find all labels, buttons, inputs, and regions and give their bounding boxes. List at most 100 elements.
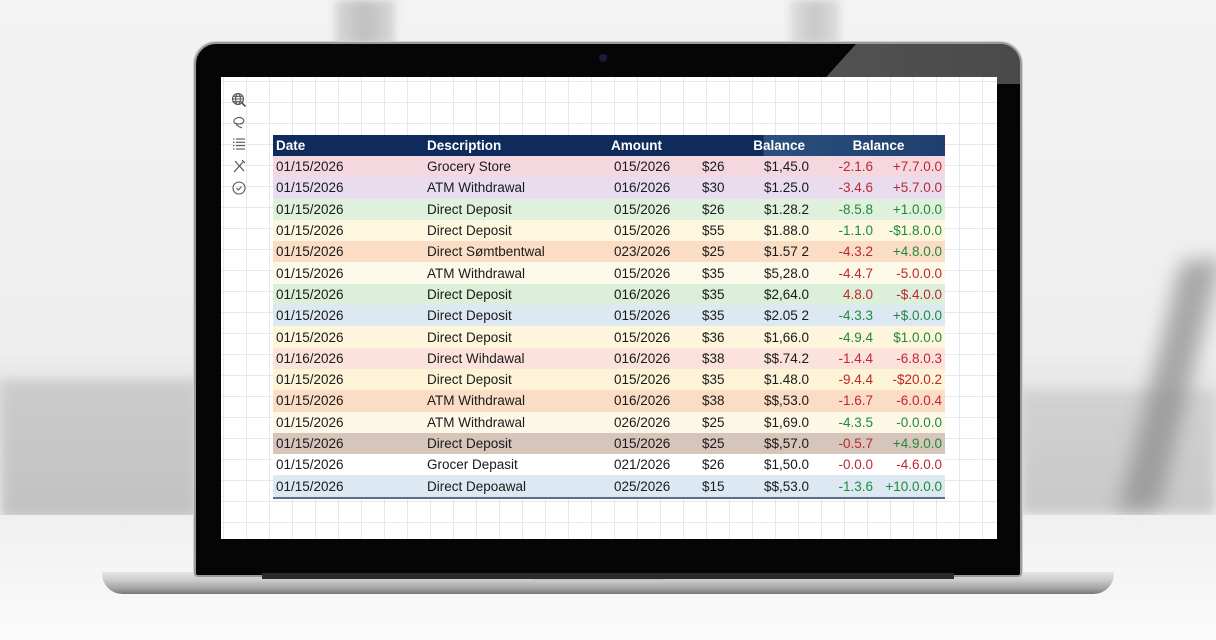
- table-row[interactable]: 01/15/2026 Grocer Depasit 021/2026 $26 $1,50…: [273, 454, 945, 476]
- cell-balance[interactable]: $1.25.0: [763, 180, 809, 196]
- cell-description[interactable]: ATM Withdrawal: [427, 393, 526, 409]
- cell-total[interactable]: -5.0.0.0: [896, 265, 942, 281]
- table-row[interactable]: 01/15/2026 Direct Deposit 015/2026 $25 $$,57…: [273, 432, 945, 455]
- cell-amount[interactable]: $55: [702, 223, 725, 239]
- cell-balance[interactable]: $5,28.0: [763, 265, 809, 281]
- cell-balance[interactable]: $1,66.0: [763, 329, 809, 345]
- cell-balance[interactable]: $$,53.0: [763, 478, 809, 494]
- cell-change[interactable]: -4.3.2: [838, 244, 873, 260]
- cell-amount[interactable]: $36: [702, 329, 725, 345]
- cell-amount[interactable]: $30: [702, 180, 725, 196]
- cell-description[interactable]: Grocery Store: [427, 159, 512, 175]
- cell-total[interactable]: +10.0.0.0: [885, 478, 942, 494]
- cell-amount[interactable]: $26: [702, 201, 725, 217]
- cell-date[interactable]: 01/15/2026: [276, 286, 344, 302]
- cell-description[interactable]: Direct Deposit: [427, 372, 512, 388]
- cell-balance[interactable]: $1,45.0: [763, 159, 809, 175]
- cell-reference[interactable]: 023/2026: [614, 244, 671, 260]
- cell-reference[interactable]: 016/2026: [614, 180, 671, 196]
- cell-date[interactable]: 01/15/2026: [276, 223, 344, 239]
- table-row[interactable]: 01/15/2026 Direct Sømtbentwal 023/2026 $25 $…: [273, 241, 945, 263]
- cell-balance[interactable]: $$,53.0: [763, 393, 809, 409]
- cell-change[interactable]: -1.4.4: [838, 350, 873, 366]
- cell-change[interactable]: -0.5.7: [838, 436, 873, 451]
- cell-amount[interactable]: $15: [702, 478, 725, 494]
- cell-balance[interactable]: $1.48.0: [763, 372, 809, 388]
- cell-date[interactable]: 01/15/2026: [276, 329, 344, 345]
- cell-reference[interactable]: 015/2026: [614, 308, 671, 324]
- col-header-description[interactable]: Description: [427, 138, 502, 153]
- table-row[interactable]: 01/15/2026 ATM Withdrawal 016/2026 $30 $1.25…: [273, 177, 945, 199]
- cell-change[interactable]: -1.1.0: [838, 223, 873, 239]
- cell-change[interactable]: -9.4.4: [838, 372, 873, 388]
- cell-total[interactable]: +1.0.0.0: [892, 201, 942, 217]
- cell-change[interactable]: 4.8.0: [842, 286, 873, 302]
- cell-change[interactable]: -3.4.6: [838, 180, 873, 196]
- cell-change[interactable]: -0.0.0: [838, 457, 873, 473]
- cell-reference[interactable]: 025/2026: [614, 478, 671, 494]
- table-row[interactable]: 01/15/2026 Direct Deposit 015/2026 $35 $1.48…: [273, 368, 945, 391]
- tool-history[interactable]: [229, 179, 249, 197]
- cell-total[interactable]: -6.8.0.3: [896, 350, 942, 366]
- cell-description[interactable]: Direct Deposit: [427, 436, 512, 451]
- cell-reference[interactable]: 015/2026: [614, 372, 671, 388]
- cell-total[interactable]: $1.0.0.0: [893, 329, 942, 345]
- cell-balance[interactable]: $1.88.0: [763, 223, 809, 239]
- cell-change[interactable]: -4.3.5: [838, 414, 873, 430]
- cell-description[interactable]: Direct Sømtbentwal: [427, 244, 545, 260]
- cell-reference[interactable]: 026/2026: [614, 414, 671, 430]
- cell-description[interactable]: Direct Deposit: [427, 223, 512, 239]
- table-row[interactable]: 01/15/2026 Direct Deposit 015/2026 $55 $1.88…: [273, 219, 945, 242]
- cell-date[interactable]: 01/15/2026: [276, 372, 344, 388]
- cell-date[interactable]: 01/15/2026: [276, 180, 344, 196]
- cell-balance[interactable]: $$,57.0: [763, 436, 809, 451]
- cell-total[interactable]: +4.8.0.0: [892, 244, 942, 260]
- cell-reference[interactable]: 015/2026: [614, 329, 671, 345]
- table-row[interactable]: 01/15/2026 ATM Withdrawal 015/2026 $35 $5,28…: [273, 262, 945, 284]
- cell-total[interactable]: +$.0.0.0: [892, 308, 942, 324]
- cell-description[interactable]: Direct Deposit: [427, 286, 512, 302]
- cell-date[interactable]: 01/15/2026: [276, 436, 344, 451]
- table-row[interactable]: 01/15/2026 ATM Withdrawal 016/2026 $38 $$,53…: [273, 390, 945, 412]
- cell-total[interactable]: -0.0.0.0: [896, 414, 942, 430]
- table-row[interactable]: 01/15/2026 Direct Depoawal 025/2026 $15 $$,5…: [273, 475, 945, 497]
- cell-total[interactable]: -6.0.0.4: [896, 393, 942, 409]
- cell-date[interactable]: 01/15/2026: [276, 393, 344, 409]
- table-row[interactable]: 01/15/2026 ATM Withdrawal 026/2026 $25 $1,69…: [273, 411, 945, 433]
- cell-date[interactable]: 01/15/2026: [276, 244, 344, 260]
- cell-amount[interactable]: $38: [702, 350, 725, 366]
- cell-date[interactable]: 01/15/2026: [276, 308, 344, 324]
- col-header-balance[interactable]: Balance: [753, 138, 805, 153]
- table-row[interactable]: 01/16/2026 Direct Wihdawal 016/2026 $38 $$.7…: [273, 347, 945, 369]
- cell-amount[interactable]: $25: [702, 244, 725, 260]
- cell-total[interactable]: -4.6.0.0: [896, 457, 942, 473]
- cell-balance[interactable]: $1,69.0: [763, 414, 809, 430]
- cell-balance[interactable]: $2,64.0: [763, 286, 809, 302]
- cell-reference[interactable]: 015/2026: [614, 265, 671, 281]
- cell-total[interactable]: -$.4.0.0: [896, 286, 942, 302]
- cell-balance[interactable]: $$.74.2: [763, 350, 809, 366]
- cell-total[interactable]: +7.7.0.0: [892, 159, 942, 175]
- cell-reference[interactable]: 021/2026: [614, 457, 671, 473]
- cell-reference[interactable]: 015/2026: [614, 223, 671, 239]
- cell-description[interactable]: Direct Wihdawal: [427, 350, 525, 366]
- cell-reference[interactable]: 015/2026: [614, 201, 671, 217]
- cell-description[interactable]: ATM Withdrawal: [427, 180, 526, 196]
- cell-date[interactable]: 01/15/2026: [276, 159, 344, 175]
- cell-balance[interactable]: $1.28.2: [763, 201, 809, 217]
- cell-balance[interactable]: $1.57 2: [763, 244, 809, 260]
- cell-change[interactable]: -4.9.4: [838, 329, 873, 345]
- tool-list[interactable]: [229, 135, 249, 153]
- table-row[interactable]: 01/15/2026 Grocery Store 015/2026 $26 $1,45.…: [273, 156, 945, 178]
- cell-description[interactable]: ATM Withdrawal: [427, 414, 526, 430]
- cell-total[interactable]: -$20.0.2: [892, 372, 942, 388]
- cell-amount[interactable]: $25: [702, 414, 725, 430]
- cell-date[interactable]: 01/15/2026: [276, 201, 344, 217]
- col-header-date[interactable]: Date: [276, 138, 306, 153]
- cell-description[interactable]: Direct Deposit: [427, 308, 512, 324]
- cell-balance[interactable]: $2.05 2: [763, 308, 809, 324]
- cell-date[interactable]: 01/16/2026: [276, 350, 344, 366]
- tool-lasso[interactable]: [229, 113, 249, 131]
- cell-description[interactable]: Grocer Depasit: [427, 457, 518, 473]
- cell-date[interactable]: 01/15/2026: [276, 265, 344, 281]
